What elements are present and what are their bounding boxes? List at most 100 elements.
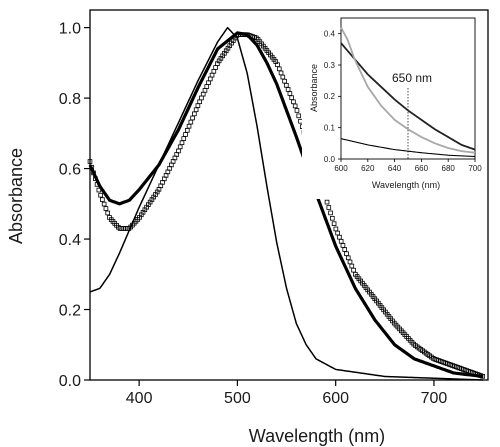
inset-background <box>302 14 485 199</box>
data-point <box>326 205 332 210</box>
data-point <box>200 91 206 97</box>
data-point <box>193 107 199 113</box>
data-point <box>186 123 192 129</box>
inset-y-axis-label: Absorbance <box>309 64 319 112</box>
data-point <box>480 374 485 379</box>
y-axis-label: Absorbance <box>6 148 26 244</box>
data-point <box>328 210 333 216</box>
x-tick-label: 400 <box>126 390 153 407</box>
y-tick-label: 0.4 <box>324 30 336 39</box>
data-point <box>98 192 103 198</box>
data-point <box>291 99 296 105</box>
data-point <box>330 215 335 221</box>
data-point <box>199 95 204 101</box>
data-point <box>100 197 105 202</box>
inset-plot: 600 620 640 660 680 700 0.0 0.1 0.2 0.3 0.4 650 nm… <box>302 14 485 199</box>
data-point <box>289 95 294 100</box>
data-point <box>184 128 190 133</box>
data-point <box>335 230 340 236</box>
main-ticks: 400 500 600 700 0.0 0.2 0.4 0.6 0.8 1.0 <box>59 20 448 407</box>
data-point <box>213 65 218 70</box>
series-line-2 <box>88 31 484 379</box>
data-point <box>93 176 98 181</box>
data-point <box>105 210 110 216</box>
series-line-1 <box>340 42 476 151</box>
x-tick-label: 500 <box>224 390 251 407</box>
data-point <box>284 83 289 88</box>
data-point <box>280 74 286 80</box>
data-point <box>91 170 96 176</box>
x-tick-label: 620 <box>361 164 375 173</box>
y-tick-label: 0.2 <box>324 92 336 101</box>
data-point <box>209 72 215 78</box>
y-tick-label: 0.1 <box>324 124 336 133</box>
y-tick-label: 0.8 <box>59 91 81 108</box>
data-point <box>294 108 300 113</box>
x-tick-label: 700 <box>468 164 482 173</box>
y-tick-label: 0.4 <box>59 232 81 249</box>
y-tick-label: 0.0 <box>59 373 81 390</box>
x-tick-label: 640 <box>388 164 402 173</box>
data-point <box>202 88 208 93</box>
series-square-markers <box>87 32 485 379</box>
data-point <box>177 144 183 150</box>
data-point <box>197 99 202 105</box>
data-point <box>94 182 100 187</box>
data-point <box>347 259 353 265</box>
inset-x-axis-label: Wavelength (nm) <box>372 180 440 190</box>
data-point <box>278 70 284 76</box>
data-point <box>333 226 339 232</box>
data-point <box>192 111 197 117</box>
data-point <box>207 76 213 82</box>
data-point <box>331 221 337 226</box>
y-tick-label: 0.3 <box>324 61 336 70</box>
data-point <box>349 263 355 269</box>
wavelength-annotation: 650 nm <box>392 71 432 85</box>
data-point <box>204 84 210 89</box>
data-point <box>179 140 185 146</box>
series-line-1 <box>89 26 484 381</box>
x-tick-label: 660 <box>415 164 429 173</box>
y-tick-label: 1.0 <box>59 20 81 37</box>
data-point <box>285 87 291 92</box>
x-tick-label: 600 <box>334 164 348 173</box>
data-point <box>298 118 303 124</box>
data-point <box>345 255 351 261</box>
data-point <box>282 78 287 84</box>
x-axis-label: Wavelength (nm) <box>249 426 385 446</box>
main-plot-frame <box>89 9 489 381</box>
data-point <box>351 267 356 273</box>
x-tick-label: 700 <box>421 390 448 407</box>
data-point <box>103 206 109 211</box>
data-point <box>287 91 293 96</box>
data-point <box>188 119 194 125</box>
x-tick-label: 600 <box>322 390 349 407</box>
data-point <box>89 164 95 170</box>
y-tick-label: 0.0 <box>324 155 336 164</box>
data-point <box>190 115 195 121</box>
data-point <box>340 243 346 248</box>
x-tick-label: 680 <box>442 164 456 173</box>
inset-plot-frame <box>340 17 476 160</box>
data-point <box>87 159 93 164</box>
main-series <box>87 26 485 381</box>
data-point <box>337 234 342 240</box>
data-point <box>342 247 348 252</box>
series-line-2 <box>340 26 476 154</box>
data-point <box>96 187 102 193</box>
data-point <box>324 199 330 205</box>
series-line-3 <box>340 138 476 158</box>
inset-series <box>340 26 476 158</box>
data-point <box>195 103 201 108</box>
data-point <box>292 103 298 109</box>
y-tick-label: 0.6 <box>59 161 81 178</box>
data-point <box>338 239 344 244</box>
data-point <box>211 69 217 74</box>
data-point <box>276 66 282 72</box>
main-plot: 400 500 600 700 0.0 0.2 0.4 0.6 0.8 1.0 Wavelengt… <box>6 9 489 446</box>
data-point <box>183 132 188 137</box>
data-point <box>206 80 211 86</box>
data-point <box>101 201 107 207</box>
inset-ticks: 600 620 640 660 680 700 0.0 0.1 0.2 0.3 0.4 <box>324 30 482 173</box>
